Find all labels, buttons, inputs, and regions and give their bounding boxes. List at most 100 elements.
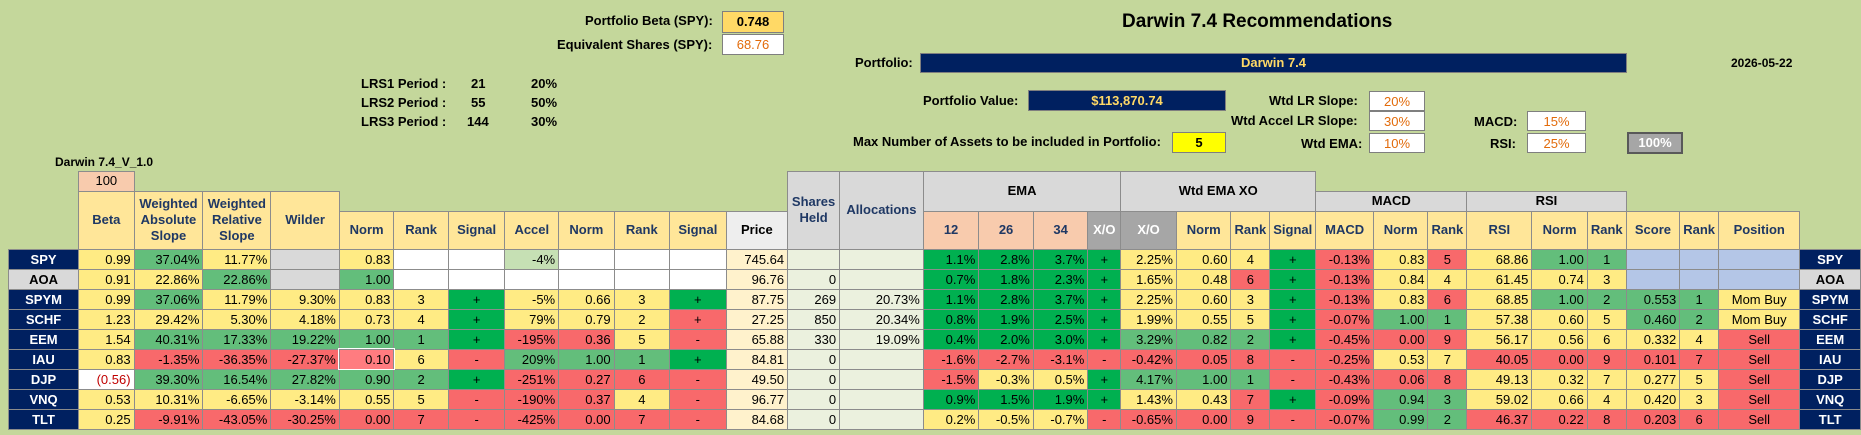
cell-slope-norm[interactable]: 0.73 xyxy=(338,308,395,330)
cell-ema12[interactable]: 0.4% xyxy=(922,328,980,350)
cell-abs-slope[interactable]: 10.31% xyxy=(133,388,204,410)
cell-macd[interactable]: -0.07% xyxy=(1315,308,1374,330)
cell-ticker-right[interactable]: EEM xyxy=(1799,328,1861,350)
cell-score-rank[interactable]: 3 xyxy=(1679,388,1720,410)
cell-ticker[interactable]: EEM xyxy=(7,328,80,350)
cell-accel-rank[interactable]: 1 xyxy=(613,348,671,370)
wtd-accel-field[interactable]: 30% xyxy=(1369,111,1425,131)
cell-slope-signal[interactable] xyxy=(447,248,506,270)
cell-macd-rank[interactable]: 2 xyxy=(1427,408,1468,430)
cell-xo-rank[interactable]: 3 xyxy=(1230,288,1271,310)
cell-rsi-rank[interactable]: 6 xyxy=(1586,328,1627,350)
cell-accel-norm[interactable]: 0.00 xyxy=(558,408,615,430)
cell-macd-norm[interactable]: 0.83 xyxy=(1372,248,1429,270)
cell-accel-signal[interactable]: - xyxy=(669,368,727,390)
cell-macd-norm[interactable]: 0.84 xyxy=(1372,268,1429,290)
cell-xo-rank[interactable]: 4 xyxy=(1230,248,1271,270)
cell-macd[interactable]: -0.07% xyxy=(1315,408,1374,430)
cell-wilder[interactable]: 4.18% xyxy=(270,308,340,330)
cell-wtd-ema-xo[interactable]: -0.65% xyxy=(1120,408,1177,430)
cell-ema-xo[interactable]: + xyxy=(1087,388,1122,410)
cell-rsi-norm[interactable]: 0.56 xyxy=(1531,328,1588,350)
cell-slope-rank[interactable]: 4 xyxy=(393,308,449,330)
cell-ema12[interactable]: 0.7% xyxy=(922,268,980,290)
cell-macd-norm[interactable]: 0.83 xyxy=(1372,288,1429,310)
cell-rsi-rank[interactable]: 3 xyxy=(1586,268,1627,290)
cell-slope-norm[interactable]: 0.55 xyxy=(338,388,395,410)
wtd-ema-field[interactable]: 10% xyxy=(1369,133,1425,153)
cell-score[interactable]: 0.203 xyxy=(1625,408,1681,430)
cell-ticker[interactable]: DJP xyxy=(7,368,80,390)
cell-wilder[interactable]: 27.82% xyxy=(270,368,340,390)
cell-macd-norm[interactable]: 0.53 xyxy=(1372,348,1429,370)
cell-abs-slope[interactable]: -1.35% xyxy=(133,348,204,370)
cell-ema-xo[interactable]: - xyxy=(1087,348,1122,370)
cell-xo-signal[interactable]: + xyxy=(1269,388,1317,410)
cell-accel-signal[interactable]: + xyxy=(669,308,727,330)
cell-accel-rank[interactable]: 5 xyxy=(613,328,671,350)
macd-weight-field[interactable]: 15% xyxy=(1527,111,1586,131)
cell-rsi-rank[interactable]: 2 xyxy=(1586,288,1627,310)
cell-xo-rank[interactable]: 8 xyxy=(1230,348,1271,370)
cell-ema34[interactable]: 3.7% xyxy=(1032,248,1089,270)
cell-accel-rank[interactable]: 4 xyxy=(613,388,671,410)
cell-ema12[interactable]: 0.8% xyxy=(922,308,980,330)
cell-xo-norm[interactable]: 0.00 xyxy=(1175,408,1232,430)
cell-score[interactable] xyxy=(1625,268,1681,290)
cell-accel[interactable]: -251% xyxy=(504,368,560,390)
cell-accel-norm[interactable]: 0.37 xyxy=(558,388,615,410)
wtd-lr-slope-field[interactable]: 20% xyxy=(1369,91,1425,111)
cell-ema-xo[interactable]: + xyxy=(1087,368,1122,390)
cell-rel-slope[interactable]: 22.86% xyxy=(202,268,272,290)
cell-accel[interactable]: 209% xyxy=(504,348,560,370)
cell-macd[interactable]: -0.13% xyxy=(1315,248,1374,270)
cell-xo-signal[interactable]: + xyxy=(1269,248,1317,270)
cell-macd-rank[interactable]: 7 xyxy=(1427,348,1468,370)
cell-rsi[interactable]: 40.05 xyxy=(1466,348,1533,370)
cell-rsi[interactable]: 61.45 xyxy=(1466,268,1533,290)
cell-price[interactable]: 96.77 xyxy=(725,388,789,410)
cell-rsi-norm[interactable]: 1.00 xyxy=(1531,248,1588,270)
cell-accel-norm[interactable]: 0.66 xyxy=(558,288,615,310)
cell-allocation[interactable] xyxy=(839,248,924,270)
cell-score[interactable] xyxy=(1625,248,1681,270)
cell-rsi-norm[interactable]: 0.60 xyxy=(1531,308,1588,330)
cell-macd-norm[interactable]: 0.99 xyxy=(1372,408,1429,430)
cell-ema26[interactable]: -0.5% xyxy=(978,408,1034,430)
cell-macd-rank[interactable]: 4 xyxy=(1427,268,1468,290)
cell-price[interactable]: 27.25 xyxy=(725,308,789,330)
cell-slope-rank[interactable]: 1 xyxy=(393,328,449,350)
cell-rsi-rank[interactable]: 1 xyxy=(1586,248,1627,270)
cell-ema12[interactable]: 0.9% xyxy=(922,388,980,410)
cell-ema34[interactable]: 3.7% xyxy=(1032,288,1089,310)
cell-accel-signal[interactable]: - xyxy=(669,388,727,410)
cell-abs-slope[interactable]: 40.31% xyxy=(133,328,204,350)
cell-beta[interactable]: 0.53 xyxy=(78,388,135,410)
cell-shares-held[interactable]: 0 xyxy=(787,348,841,370)
cell-rsi-rank[interactable]: 4 xyxy=(1586,388,1627,410)
cell-ema34[interactable]: 1.9% xyxy=(1032,388,1089,410)
cell-macd-rank[interactable]: 9 xyxy=(1427,328,1468,350)
cell-accel[interactable]: -5% xyxy=(504,288,560,310)
cell-rsi-rank[interactable]: 5 xyxy=(1586,308,1627,330)
cell-xo-signal[interactable]: - xyxy=(1269,408,1317,430)
cell-rsi-norm[interactable]: 0.22 xyxy=(1531,408,1588,430)
cell-allocation[interactable] xyxy=(839,388,924,410)
cell-ticker-right[interactable]: DJP xyxy=(1799,368,1861,390)
cell-accel-norm[interactable] xyxy=(558,268,615,290)
cell-position[interactable]: Sell xyxy=(1718,388,1801,410)
cell-accel[interactable]: -190% xyxy=(504,388,560,410)
cell-shares-held[interactable]: 0 xyxy=(787,388,841,410)
cell-xo-rank[interactable]: 1 xyxy=(1230,368,1271,390)
cell-beta[interactable]: 0.25 xyxy=(78,408,135,430)
cell-slope-signal[interactable]: - xyxy=(447,388,506,410)
cell-ema-xo[interactable]: + xyxy=(1087,308,1122,330)
cell-ema34[interactable]: -3.1% xyxy=(1032,348,1089,370)
cell-ema-xo[interactable]: - xyxy=(1087,408,1122,430)
cell-xo-norm[interactable]: 0.43 xyxy=(1175,388,1232,410)
cell-macd-norm[interactable]: 0.94 xyxy=(1372,388,1429,410)
cell-score-rank[interactable]: 4 xyxy=(1679,328,1720,350)
cell-accel[interactable]: 79% xyxy=(504,308,560,330)
cell-macd-rank[interactable]: 3 xyxy=(1427,388,1468,410)
cell-xo-signal[interactable]: + xyxy=(1269,308,1317,330)
